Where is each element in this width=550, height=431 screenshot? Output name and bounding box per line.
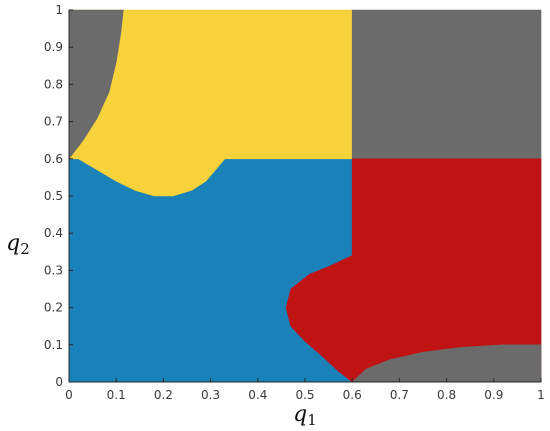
y-tick-label: 0	[55, 375, 63, 389]
region-gray-bottom-right	[351, 344, 542, 383]
x-tick-label: 0.4	[248, 388, 267, 402]
x-tick-label: 0.7	[390, 388, 409, 402]
x-tick-label: 0.1	[107, 388, 126, 402]
y-tick-label: 0.5	[44, 189, 63, 203]
y-tick-label: 0.3	[44, 263, 63, 277]
y-ticks: 0 0.1 0.2 0.3 0.4 0.5 0.6 0.7 0.8 0.9 1	[44, 3, 73, 389]
y-tick-label: 0.4	[44, 226, 63, 240]
y-axis-label-sub: 2	[20, 240, 30, 258]
x-tick-label: 0.6	[343, 388, 362, 402]
y-tick-label: 0.8	[44, 77, 63, 91]
x-tick-label: 0.5	[295, 388, 314, 402]
y-tick-label: 0.6	[44, 152, 63, 166]
x-ticks: 0 0.1 0.2 0.3 0.4 0.5 0.6 0.7 0.8 0.9 1	[65, 378, 545, 402]
x-axis-label-sub: 1	[307, 411, 317, 429]
region-layer	[68, 9, 542, 383]
x-tick-label: 0.8	[437, 388, 456, 402]
x-tick-label: 0.3	[201, 388, 220, 402]
y-tick-label: 0.7	[44, 115, 63, 129]
x-tick-label: 1	[537, 388, 545, 402]
y-tick-label: 0.2	[44, 301, 63, 315]
region-gray-top-left	[68, 9, 124, 160]
y-tick-label: 1	[55, 3, 63, 17]
x-tick-label: 0	[65, 388, 73, 402]
region-yellow-bump	[77, 158, 226, 197]
y-axis-label-base: q	[6, 231, 20, 256]
x-axis-label-base: q	[293, 402, 307, 427]
x-tick-label: 0.9	[484, 388, 503, 402]
y-axis-label: q2	[6, 231, 30, 258]
y-tick-label: 0.9	[44, 40, 63, 54]
y-tick-label: 0.1	[44, 338, 63, 352]
x-axis-label: q1	[293, 402, 317, 429]
x-tick-label: 0.2	[154, 388, 173, 402]
region-gray-top-right	[351, 9, 542, 160]
